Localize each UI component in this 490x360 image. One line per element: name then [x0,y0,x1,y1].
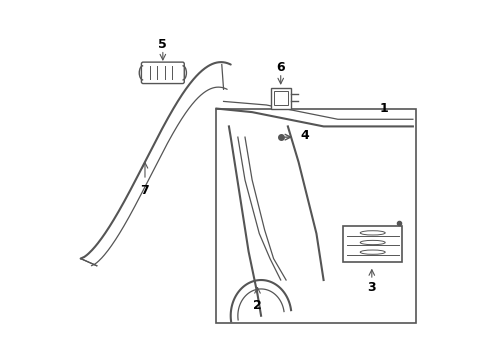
Text: 6: 6 [276,61,285,74]
Bar [270,88,291,109]
Text: 1: 1 [380,102,389,115]
Text: 4: 4 [300,129,309,142]
Ellipse shape [360,240,385,245]
Text: 5: 5 [158,38,167,51]
Bar [217,109,416,323]
Text: 3: 3 [368,281,376,294]
FancyBboxPatch shape [142,62,184,84]
Bar [273,91,288,105]
Ellipse shape [360,250,385,254]
Text: 2: 2 [253,298,262,311]
Bar [343,226,402,262]
Text: 7: 7 [141,184,149,197]
Ellipse shape [360,231,385,235]
